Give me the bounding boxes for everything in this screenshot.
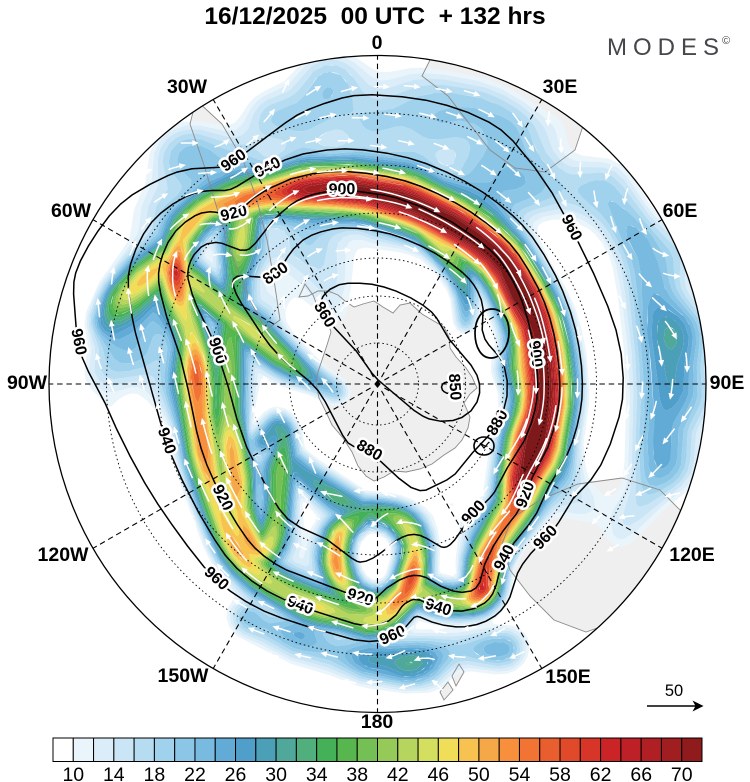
svg-text:120W: 120W: [38, 544, 90, 566]
svg-text:90E: 90E: [710, 372, 745, 394]
svg-text:22: 22: [184, 764, 206, 782]
svg-text:58: 58: [549, 764, 571, 782]
svg-text:30E: 30E: [543, 76, 578, 98]
svg-text:42: 42: [387, 764, 409, 782]
svg-text:70: 70: [671, 764, 693, 782]
svg-text:62: 62: [590, 764, 612, 782]
svg-text:0: 0: [372, 32, 383, 54]
svg-text:26: 26: [225, 764, 247, 782]
svg-text:150W: 150W: [158, 665, 210, 687]
svg-text:90W: 90W: [7, 372, 48, 394]
svg-text:150E: 150E: [545, 666, 591, 688]
svg-text:900: 900: [328, 181, 355, 198]
svg-text:54: 54: [509, 764, 531, 782]
svg-text:©: ©: [722, 35, 730, 47]
svg-text:38: 38: [346, 764, 368, 782]
svg-text:MODES: MODES: [607, 34, 725, 61]
svg-text:34: 34: [306, 764, 328, 782]
svg-text:60W: 60W: [51, 200, 92, 222]
svg-text:46: 46: [427, 764, 449, 782]
svg-text:30: 30: [265, 764, 287, 782]
svg-text:50: 50: [665, 682, 683, 700]
svg-text:66: 66: [630, 764, 652, 782]
svg-text:50: 50: [468, 764, 490, 782]
svg-text:16/12/2025 00 UTC + 132 hrs: 16/12/2025 00 UTC + 132 hrs: [204, 3, 545, 30]
svg-text:60E: 60E: [663, 200, 698, 222]
svg-text:10: 10: [62, 764, 84, 782]
svg-text:18: 18: [144, 764, 166, 782]
svg-text:850: 850: [445, 373, 464, 401]
svg-text:120E: 120E: [669, 544, 715, 566]
svg-text:14: 14: [103, 764, 125, 782]
svg-text:180: 180: [361, 711, 394, 733]
svg-text:30W: 30W: [167, 76, 208, 98]
